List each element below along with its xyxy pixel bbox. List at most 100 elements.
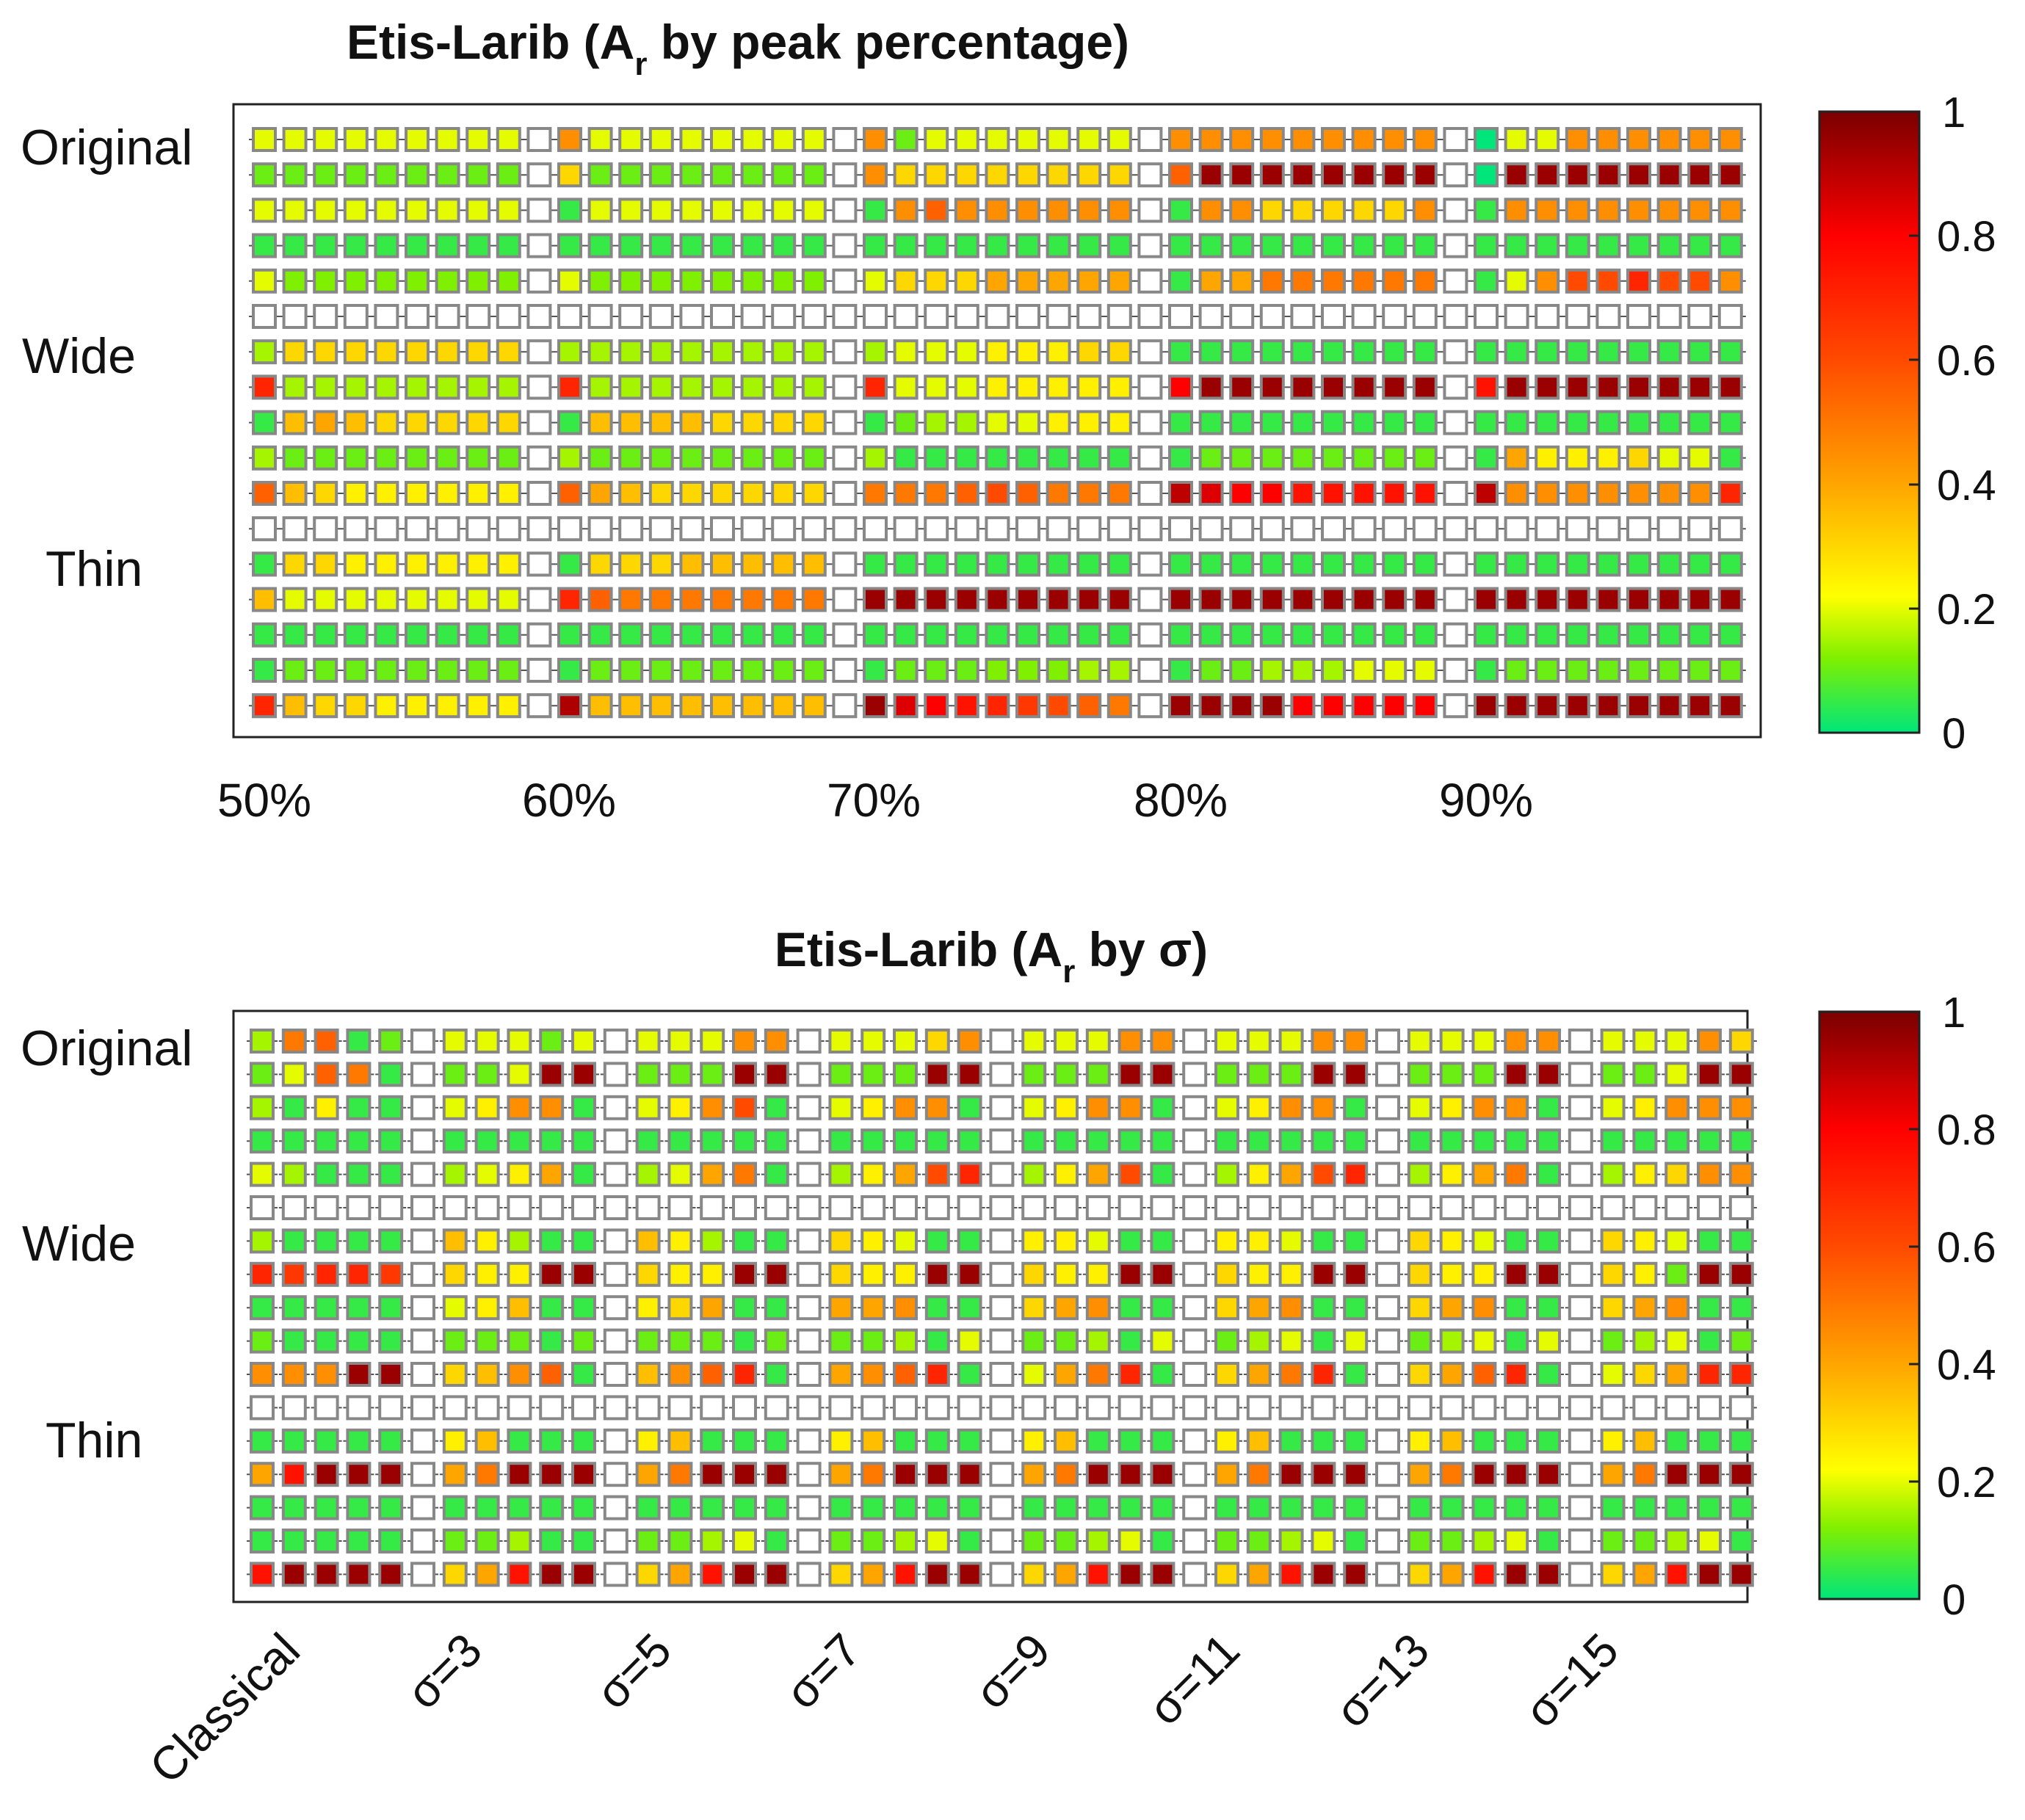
- heatmap-cell-p1-r13-c35: [1321, 587, 1346, 612]
- heatmap-cell-p2-r2-c10: [571, 1095, 596, 1120]
- heatmap-cell-p1-r7-c13: [648, 374, 674, 400]
- heatmap-cell-p1-r2-c5: [405, 197, 430, 223]
- heatmap-cell-p2-r16-c40: [1536, 1562, 1561, 1587]
- heatmap-cell-p1-r10-c5: [405, 481, 430, 506]
- heatmap-cell-p1-r1-c18: [801, 162, 827, 188]
- heatmap-cell-p1-r9-c13: [648, 445, 674, 471]
- heatmap-cell-p2-r2-c3: [346, 1095, 372, 1120]
- heatmap-cell-p2-r2-c2: [314, 1095, 339, 1120]
- heatmap-cell-p1-r16-c13: [648, 693, 674, 719]
- heatmap-cell-p2-r8-c25: [1054, 1295, 1079, 1321]
- heatmap-cell-p1-r2-c40: [1474, 197, 1499, 223]
- heatmap-cell-p1-r10-c6: [435, 481, 460, 506]
- heatmap-cell-p2-r11-c16: [764, 1395, 789, 1421]
- heatmap-cell-p2-r0-c1: [281, 1029, 307, 1054]
- heatmap-cell-p2-r16-c5: [410, 1562, 435, 1587]
- heatmap-cell-p2-r8-c30: [1214, 1295, 1239, 1321]
- heatmap-cell-p1-r0-c24: [985, 127, 1010, 152]
- heatmap-cell-p2-r3-c40: [1536, 1128, 1561, 1154]
- heatmap-cell-p2-r2-c35: [1375, 1095, 1400, 1120]
- heatmap-cell-p2-r14-c30: [1214, 1495, 1239, 1520]
- heatmap-cell-p1-r3-c22: [924, 233, 949, 258]
- heatmap-cell-p1-r15-c25: [1015, 658, 1040, 683]
- heatmap-cell-p1-r2-c13: [648, 197, 674, 223]
- heatmap-cell-p1-r3-c15: [710, 233, 735, 258]
- heatmap-cell-p1-r11-c33: [1259, 516, 1285, 542]
- heatmap-cell-p1-r14-c47: [1687, 622, 1713, 648]
- heatmap-cell-p2-r11-c22: [957, 1395, 982, 1421]
- heatmap-cell-p2-r1-c22: [957, 1062, 982, 1087]
- heatmap-cell-p1-r7-c38: [1412, 374, 1438, 400]
- heatmap-cell-p1-r15-c26: [1046, 658, 1071, 683]
- heatmap-cell-p1-r11-c23: [954, 516, 979, 542]
- heatmap-cell-p1-r12-c21: [893, 551, 919, 577]
- heatmap-cell-p2-r14-c27: [1117, 1495, 1143, 1520]
- heatmap-cell-p1-r13-c37: [1382, 587, 1408, 612]
- heatmap-cell-p2-r14-c1: [281, 1495, 307, 1520]
- heatmap-cell-p1-r11-c13: [648, 516, 674, 542]
- heatmap-cell-p1-r16-c0: [252, 693, 277, 719]
- heatmap-cell-p2-r12-c12: [635, 1428, 661, 1454]
- heatmap-cell-p2-r6-c0: [250, 1228, 275, 1254]
- heatmap-cell-p2-r15-c5: [410, 1529, 435, 1553]
- heatmap-cell-p1-r15-c36: [1351, 658, 1377, 683]
- heatmap-cell-p2-r11-c14: [700, 1395, 725, 1421]
- heatmap-cell-p2-r6-c26: [1085, 1228, 1111, 1254]
- heatmap-cell-p2-r2-c9: [539, 1095, 565, 1120]
- heatmap-cell-p1-r7-c25: [1015, 374, 1040, 400]
- heatmap-cell-p2-r6-c39: [1504, 1228, 1529, 1254]
- heatmap-cell-p2-r10-c36: [1407, 1362, 1432, 1387]
- heatmap-cell-p2-r1-c1: [281, 1062, 307, 1087]
- heatmap-cell-p1-r9-c20: [863, 445, 888, 471]
- heatmap-cell-p2-r11-c25: [1054, 1395, 1079, 1421]
- heatmap-cell-p1-r15-c2: [313, 658, 338, 683]
- heatmap-cell-p1-r7-c6: [435, 374, 460, 400]
- heatmap-cell-p2-r0-c31: [1246, 1029, 1272, 1054]
- heatmap-cell-p1-r12-c48: [1717, 551, 1743, 577]
- heatmap-cell-p2-r7-c0: [250, 1261, 275, 1287]
- heatmap-cell-p1-r10-c4: [374, 481, 399, 506]
- heatmap-cell-p1-r7-c11: [587, 374, 613, 400]
- heatmap-cell-p2-r5-c38: [1471, 1195, 1497, 1220]
- heatmap-cell-p1-r4-c16: [740, 268, 766, 294]
- heatmap-cell-p1-r3-c37: [1382, 233, 1408, 258]
- heatmap-cell-p2-r7-c32: [1278, 1261, 1304, 1287]
- heatmap-cell-p1-r5-c46: [1656, 304, 1682, 329]
- heatmap-cell-p2-r13-c22: [957, 1462, 982, 1487]
- heatmap-cell-p2-r6-c32: [1278, 1228, 1304, 1254]
- heatmap-cell-p2-r0-c20: [893, 1029, 918, 1054]
- heatmap-cell-p2-r10-c13: [667, 1362, 693, 1387]
- heatmap-cell-p1-r5-c11: [587, 304, 613, 329]
- heatmap-cell-p2-r5-c27: [1117, 1195, 1143, 1220]
- heatmap-cell-p1-r2-c43: [1565, 197, 1590, 223]
- heatmap-cell-p1-r9-c33: [1259, 445, 1285, 471]
- heatmap-cell-p2-r13-c27: [1117, 1462, 1143, 1487]
- heatmap-cell-p2-r13-c1: [281, 1462, 307, 1487]
- heatmap-cell-p1-r7-c43: [1565, 374, 1590, 400]
- heatmap-cell-p2-r2-c45: [1697, 1095, 1722, 1120]
- heatmap-cell-p1-r9-c34: [1290, 445, 1316, 471]
- heatmap-cell-p2-r0-c2: [314, 1029, 339, 1054]
- heatmap-cell-p1-r1-c15: [710, 162, 735, 188]
- heatmap-cell-p2-r0-c8: [507, 1029, 532, 1054]
- heatmap-cell-p2-r2-c46: [1728, 1095, 1754, 1120]
- heatmap-cell-p2-r3-c37: [1439, 1128, 1465, 1154]
- heatmap-cell-p1-r11-c15: [710, 516, 735, 542]
- heatmap-cell-p2-r16-c20: [893, 1562, 918, 1587]
- heatmap-cell-p2-r10-c9: [539, 1362, 565, 1387]
- heatmap-cell-p2-r8-c5: [410, 1295, 435, 1321]
- heatmap-cell-p1-r7-c45: [1626, 374, 1651, 400]
- heatmap-cell-p2-r4-c45: [1697, 1161, 1722, 1187]
- heatmap-cell-p2-r14-c35: [1375, 1495, 1400, 1520]
- heatmap-cell-p2-r9-c8: [507, 1328, 532, 1354]
- heatmap-cell-p1-r1-c21: [893, 162, 919, 188]
- heatmap-cell-p1-r8-c2: [313, 410, 338, 435]
- heatmap-cell-p1-r4-c9: [526, 268, 552, 294]
- heatmap-cell-p2-r5-c12: [635, 1195, 661, 1220]
- heatmap-cell-p2-r10-c7: [474, 1362, 500, 1387]
- heatmap-cell-p1-r16-c9: [526, 693, 552, 719]
- x-label-sigma-5: σ=5: [585, 1623, 681, 1719]
- heatmap-cell-p1-r0-c9: [526, 127, 552, 152]
- heatmap-cell-p2-r15-c2: [314, 1529, 339, 1553]
- colorbar-tick-08-2: 0.8: [1937, 1106, 1996, 1154]
